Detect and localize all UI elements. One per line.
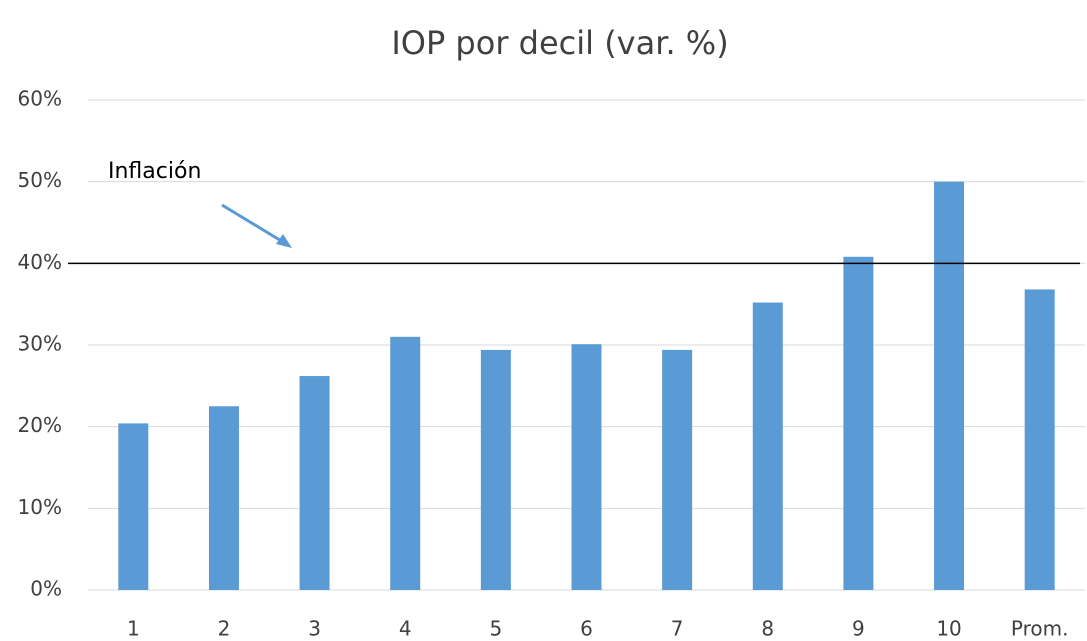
bar [1024,289,1055,590]
x-tick-label: 2 [218,617,231,641]
y-tick-label: 20% [18,413,62,437]
x-tick-label: 9 [852,617,865,641]
bar [208,406,239,590]
bar [662,349,693,590]
x-tick-label: 6 [580,617,593,641]
x-tick-label: 4 [399,617,412,641]
y-tick-label: 60% [18,87,62,111]
bar [390,336,421,590]
chart-title: IOP por decil (var. %) [391,24,728,62]
x-tick-label: 8 [761,617,774,641]
bar [118,423,149,590]
bar [843,256,874,590]
x-tick-label: 7 [671,617,684,641]
bar [934,181,965,590]
x-tick-label: Prom. [1011,617,1069,641]
y-tick-label: 30% [18,332,62,356]
x-tick-label: 10 [936,617,961,641]
bar [480,349,511,590]
reference-label: Inflación [108,159,201,184]
y-tick-label: 50% [18,168,62,192]
annotation-arrow-head [276,234,292,248]
annotation-arrow [221,203,289,247]
bar [571,344,602,590]
x-tick-label: 3 [308,617,321,641]
x-tick-label: 5 [489,617,502,641]
y-tick-label: 10% [18,495,62,519]
bar [752,302,783,590]
y-tick-label: 40% [18,250,62,274]
y-tick-label: 0% [30,577,62,601]
bar [299,376,330,590]
x-tick-label: 1 [127,617,140,641]
